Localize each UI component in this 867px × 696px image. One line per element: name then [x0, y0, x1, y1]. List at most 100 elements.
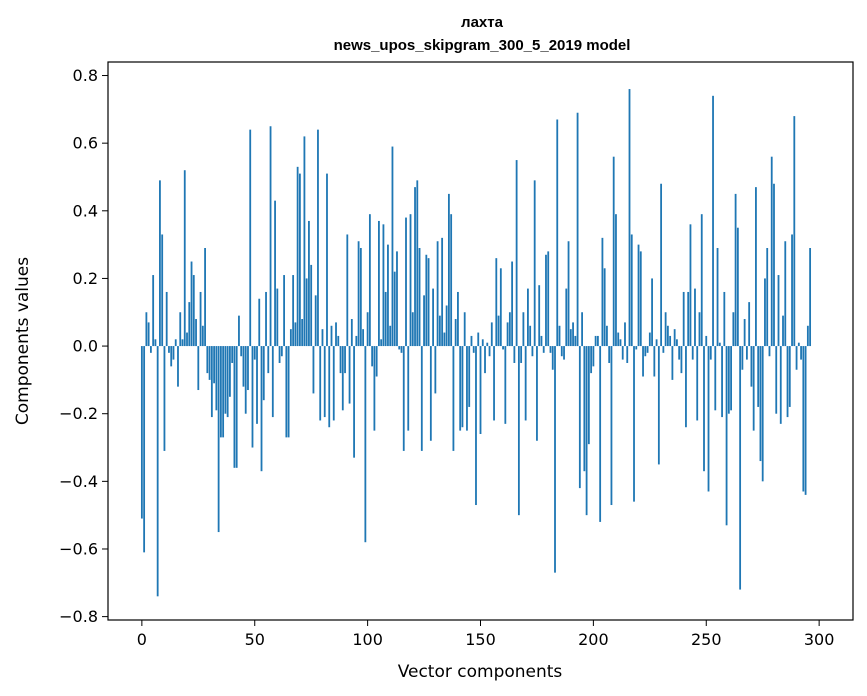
bar	[619, 339, 622, 347]
bar	[226, 346, 229, 418]
bar	[603, 268, 606, 347]
bar	[506, 322, 509, 347]
bar	[630, 234, 633, 347]
bar	[256, 346, 258, 424]
bar	[770, 156, 773, 347]
bar	[265, 291, 267, 347]
bar	[217, 346, 220, 533]
bar	[283, 275, 285, 347]
bar	[475, 346, 477, 506]
bar	[312, 346, 315, 394]
bar	[608, 346, 611, 363]
bar	[332, 346, 335, 421]
bar	[154, 339, 157, 347]
bar	[289, 329, 292, 347]
bar	[511, 261, 514, 347]
bar	[612, 156, 615, 347]
bar	[524, 346, 527, 421]
bar	[380, 339, 383, 347]
bar	[247, 346, 249, 391]
bar	[567, 241, 570, 347]
bar	[554, 346, 556, 573]
bar	[685, 346, 687, 428]
bar	[269, 126, 272, 347]
bar	[718, 342, 721, 347]
bar	[800, 346, 802, 360]
bar	[531, 346, 534, 357]
bar	[569, 329, 572, 347]
y-tick-label: 0.6	[73, 134, 98, 153]
bar	[434, 346, 437, 394]
bar	[208, 346, 211, 380]
bar	[213, 346, 216, 384]
bar	[174, 339, 177, 347]
bar	[391, 146, 394, 347]
bar	[773, 183, 775, 347]
bar	[235, 346, 238, 468]
y-axis-label: Components values	[13, 257, 33, 425]
bar	[741, 346, 744, 370]
bar	[538, 285, 541, 347]
bar	[384, 291, 387, 347]
bar	[479, 346, 482, 434]
bar	[495, 258, 498, 347]
bar	[321, 329, 324, 347]
bar	[694, 288, 696, 347]
bar	[179, 312, 182, 347]
bar	[420, 346, 423, 451]
bar	[545, 254, 547, 347]
bar	[326, 173, 328, 347]
bar	[696, 346, 699, 421]
bar	[657, 346, 660, 465]
bar	[143, 346, 146, 553]
bar	[615, 214, 617, 347]
chart-subtitle: news_upos_skipgram_300_5_2019 model	[334, 37, 631, 54]
bar	[181, 339, 184, 347]
bar	[556, 119, 559, 347]
bar	[779, 346, 782, 424]
bar	[244, 346, 247, 414]
bar	[463, 312, 466, 347]
bar	[145, 312, 148, 347]
bar	[262, 346, 265, 401]
bar	[802, 346, 805, 492]
bar	[310, 264, 313, 347]
bar	[610, 346, 613, 506]
bar	[393, 271, 396, 347]
bar	[551, 346, 554, 370]
bar	[486, 342, 489, 347]
bar	[149, 346, 152, 353]
bar	[662, 346, 665, 353]
bar	[806, 325, 809, 347]
bar	[542, 346, 545, 353]
bar	[210, 346, 213, 418]
y-axis: −0.8 −0.6 −0.4 −0.2 0.0 0.2 0.4 0.6 0.8	[59, 66, 108, 626]
bar	[660, 183, 663, 347]
bar	[795, 346, 798, 370]
bar	[755, 187, 757, 347]
bar	[714, 346, 717, 411]
bar	[468, 346, 471, 407]
bar	[280, 346, 283, 357]
bar	[578, 346, 581, 489]
y-tick-label: −0.2	[59, 404, 98, 423]
bar	[576, 112, 579, 347]
bar	[784, 241, 787, 347]
bar	[240, 346, 243, 357]
bar	[709, 346, 712, 360]
bar	[637, 244, 640, 347]
bar	[188, 302, 191, 347]
bar	[508, 312, 511, 347]
bar	[159, 180, 161, 347]
bar	[721, 346, 723, 418]
bar	[294, 322, 297, 347]
bar	[676, 339, 678, 347]
bar	[585, 346, 588, 516]
bar	[793, 116, 796, 347]
bar	[572, 322, 574, 347]
bar	[441, 237, 444, 347]
bar	[752, 346, 755, 431]
bar	[745, 346, 748, 360]
bar	[172, 346, 175, 360]
